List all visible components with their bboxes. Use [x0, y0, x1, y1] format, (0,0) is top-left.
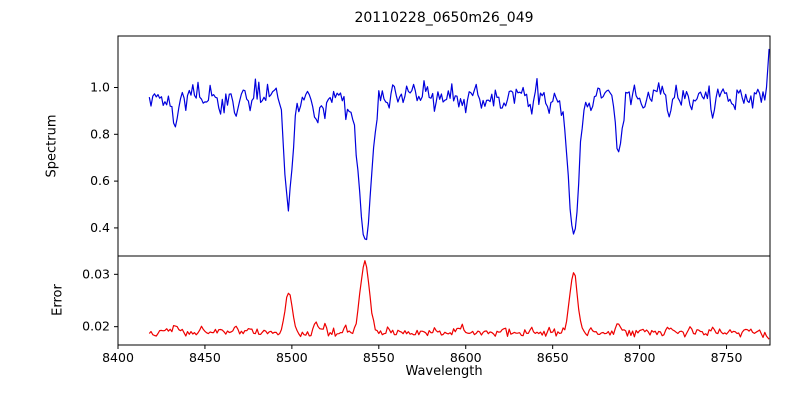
x-tick-label: 8650 — [537, 350, 569, 365]
spectrum-y-tick-label: 0.6 — [90, 173, 110, 188]
x-tick-label: 8400 — [102, 350, 134, 365]
error-line — [148, 260, 770, 340]
x-tick-label: 8550 — [363, 350, 395, 365]
spectrum-y-tick-label: 1.0 — [90, 79, 110, 94]
spectrum-panel-frame — [117, 35, 771, 257]
x-axis-label: Wavelength — [405, 364, 483, 379]
error-y-tick-label: 0.02 — [82, 319, 110, 334]
spectrum-line — [148, 48, 770, 241]
x-tick-label: 8600 — [450, 350, 482, 365]
x-tick-label: 8500 — [276, 350, 308, 365]
error-y-tick-label: 0.03 — [82, 266, 110, 281]
x-tick-label: 8450 — [189, 350, 221, 365]
chart-title: 20110228_0650m26_049 — [354, 10, 534, 26]
spectrum-y-tick-label: 0.8 — [90, 126, 110, 141]
x-tick-label: 8700 — [624, 350, 656, 365]
x-tick-label: 8750 — [711, 350, 743, 365]
error-panel-frame — [117, 255, 771, 346]
spectrum-y-tick-label: 0.4 — [90, 220, 110, 235]
